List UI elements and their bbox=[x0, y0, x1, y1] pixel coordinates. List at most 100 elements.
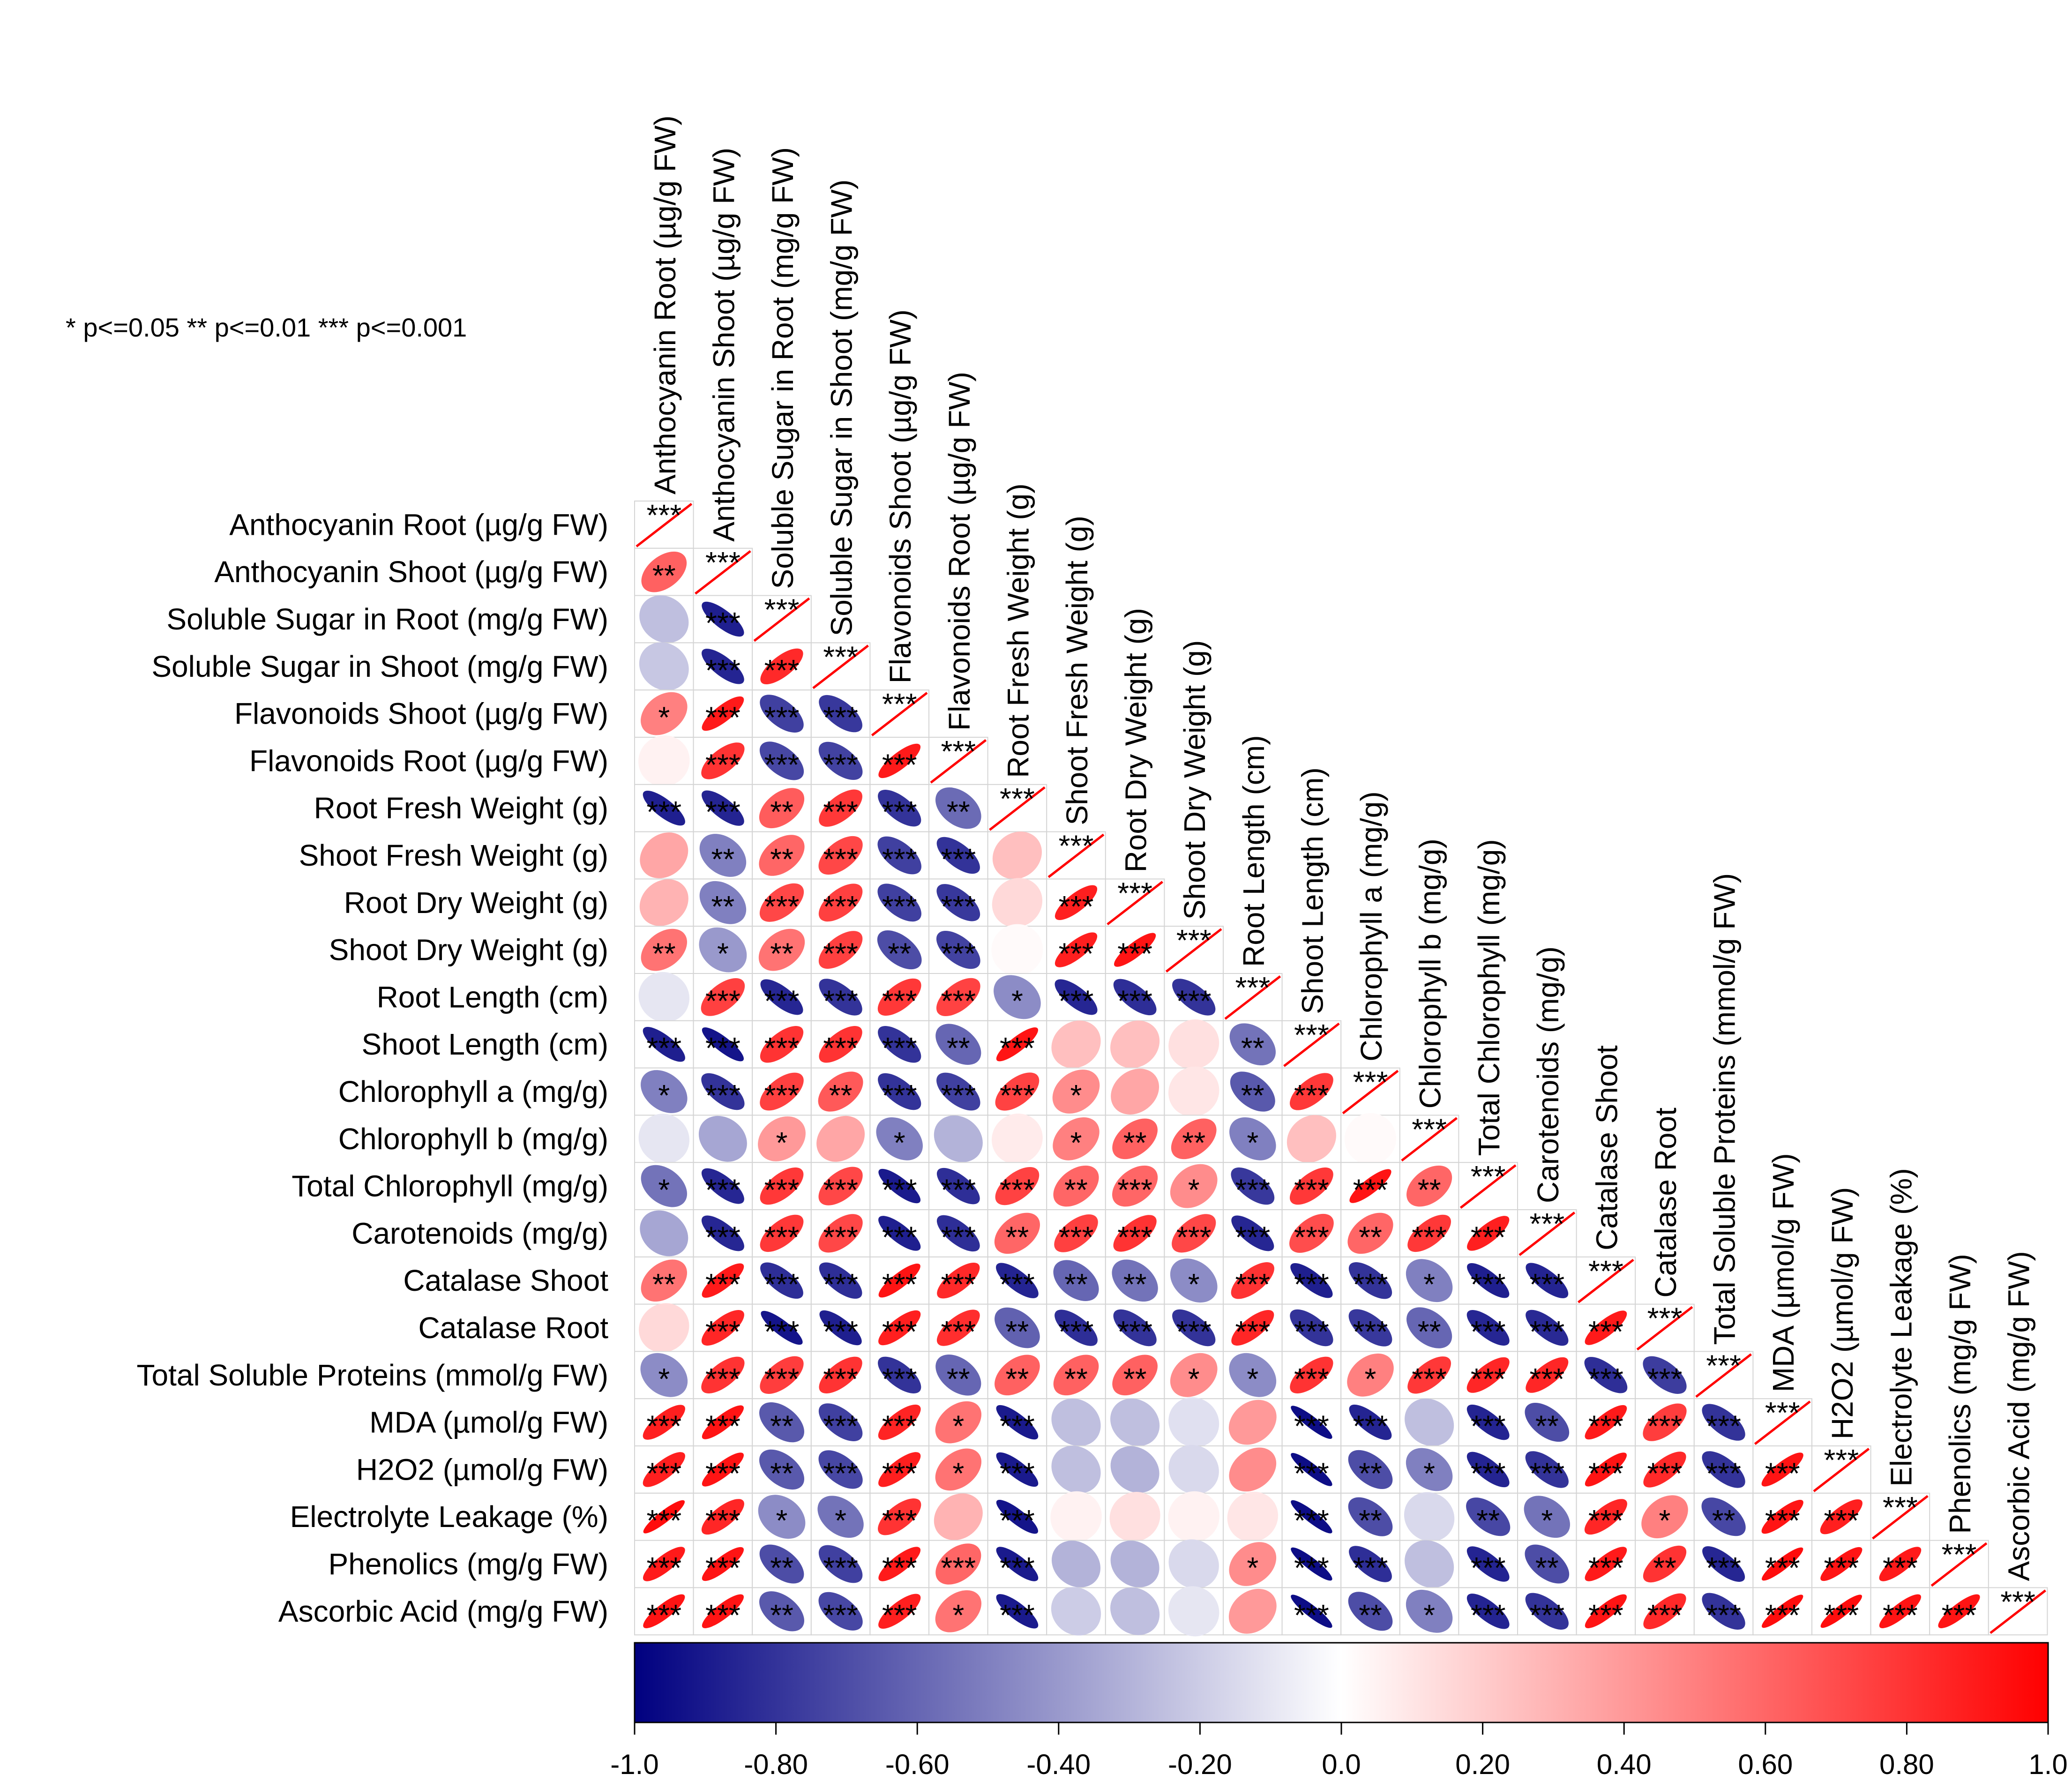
correlation-cell bbox=[1164, 1586, 1224, 1637]
diagonal-line bbox=[1224, 975, 1281, 1020]
correlation-cell: *** bbox=[1046, 878, 1106, 927]
significance-label: ** bbox=[1064, 1173, 1088, 1207]
significance-label: *** bbox=[1706, 1598, 1741, 1632]
correlation-ellipse bbox=[1643, 1356, 1687, 1394]
correlation-cell: *** bbox=[810, 878, 871, 927]
correlation-ellipse bbox=[1466, 1310, 1510, 1346]
correlation-ellipse bbox=[1113, 1215, 1157, 1252]
correlation-ellipse bbox=[1879, 1594, 1921, 1628]
significance-label: *** bbox=[646, 795, 681, 829]
correlation-ellipse bbox=[878, 1025, 921, 1063]
correlation-ellipse bbox=[935, 1401, 981, 1444]
significance-label: * bbox=[1365, 1362, 1376, 1396]
colorbar-tick-label: -0.60 bbox=[885, 1749, 950, 1780]
correlation-cell: * bbox=[1164, 1351, 1224, 1400]
significance-label: *** bbox=[1588, 1362, 1623, 1396]
correlation-ellipse bbox=[816, 1115, 865, 1162]
correlation-cell bbox=[634, 735, 694, 786]
correlation-cell: *** bbox=[693, 1020, 753, 1069]
correlation-cell: *** bbox=[810, 1445, 871, 1494]
correlation-ellipse bbox=[1938, 1594, 1980, 1628]
significance-label: *** bbox=[1588, 1409, 1623, 1443]
correlation-cell: *** bbox=[752, 1209, 812, 1258]
correlation-ellipse bbox=[1168, 1397, 1219, 1447]
correlation-cell: *** bbox=[1752, 1587, 1812, 1636]
correlation-ellipse bbox=[878, 1168, 921, 1204]
correlation-ellipse bbox=[760, 1072, 804, 1111]
correlation-cell: *** bbox=[1576, 1398, 1636, 1446]
correlation-cell: ** bbox=[752, 784, 812, 832]
correlation-ellipse bbox=[1290, 1263, 1333, 1298]
correlation-ellipse bbox=[936, 978, 980, 1017]
significance-label: *** bbox=[941, 734, 976, 768]
significance-label: *** bbox=[764, 1362, 800, 1396]
significance-label: *** bbox=[705, 1315, 741, 1348]
correlation-cell bbox=[1223, 1587, 1283, 1636]
colorbar bbox=[634, 1642, 2049, 1723]
diagonal-line bbox=[1872, 1495, 1929, 1540]
correlation-cell: * bbox=[1635, 1492, 1695, 1541]
correlation-ellipse bbox=[1526, 1310, 1569, 1346]
correlation-cell bbox=[1164, 1445, 1224, 1495]
correlation-cell: ** bbox=[1517, 1398, 1577, 1446]
colorbar-ticks: -1.0 -0.80 -0.60 -0.40 -0.20 0.0 0.20 0.40 0.60 0… bbox=[610, 1722, 2068, 1780]
significance-label: *** bbox=[1529, 1207, 1564, 1241]
significance-label: ** bbox=[1535, 1409, 1559, 1443]
correlation-ellipse bbox=[1112, 1165, 1158, 1207]
correlation-cell: *** bbox=[987, 1162, 1047, 1210]
significance-label: *** bbox=[1588, 1551, 1623, 1585]
row-label: Anthocyanin Shoot (µg/g FW) bbox=[214, 555, 608, 589]
column-label: Shoot Fresh Weight (g) bbox=[1060, 516, 1094, 825]
correlation-ellipse bbox=[1702, 1546, 1745, 1582]
correlation-cell: ** bbox=[1105, 1351, 1165, 1400]
correlation-ellipse bbox=[1231, 1215, 1274, 1251]
significance-label: *** bbox=[941, 1078, 976, 1112]
significance-label: *** bbox=[764, 701, 800, 734]
correlation-cell: *** bbox=[1281, 1209, 1342, 1258]
correlation-ellipse bbox=[1347, 1213, 1393, 1254]
correlation-ellipse bbox=[1053, 1355, 1099, 1396]
significance-label: ** bbox=[1359, 1456, 1382, 1490]
correlation-ellipse bbox=[819, 1310, 862, 1346]
correlation-cell: * bbox=[693, 926, 753, 974]
significance-label: ** bbox=[1123, 1362, 1147, 1396]
correlation-cell: * bbox=[1223, 1115, 1283, 1163]
significance-label: *** bbox=[705, 1456, 741, 1490]
correlation-cell bbox=[1046, 1020, 1106, 1069]
correlation-cell: *** bbox=[1635, 1398, 1695, 1446]
significance-label: *** bbox=[882, 687, 917, 721]
significance-label: *** bbox=[764, 984, 800, 1018]
correlation-ellipse bbox=[935, 1355, 981, 1396]
significance-label: *** bbox=[1059, 829, 1094, 863]
correlation-ellipse bbox=[1171, 1118, 1217, 1160]
significance-label: *** bbox=[1176, 984, 1212, 1018]
correlation-ellipse bbox=[1112, 1118, 1158, 1160]
correlation-ellipse bbox=[936, 884, 980, 921]
correlation-ellipse bbox=[1761, 1452, 1803, 1487]
significance-label: *** bbox=[646, 1551, 681, 1585]
row-label: MDA (µmol/g FW) bbox=[369, 1406, 608, 1439]
correlation-ellipse bbox=[639, 1303, 689, 1353]
correlation-ellipse bbox=[1290, 1167, 1333, 1205]
significance-label: *** bbox=[941, 1551, 976, 1585]
significance-label: ** bbox=[770, 1551, 793, 1585]
correlation-cell: ** bbox=[810, 1067, 871, 1116]
correlation-cell: *** bbox=[869, 878, 930, 927]
correlation-cell: *** bbox=[869, 1209, 930, 1258]
correlation-ellipse bbox=[702, 1452, 744, 1487]
correlation-ellipse bbox=[876, 1117, 923, 1160]
correlation-ellipse bbox=[759, 1591, 804, 1632]
correlation-ellipse bbox=[641, 692, 688, 735]
correlation-ellipse bbox=[936, 1310, 980, 1346]
significance-label: *** bbox=[823, 1456, 858, 1490]
correlation-cell: *** bbox=[810, 640, 871, 691]
significance-label: *** bbox=[1647, 1409, 1683, 1443]
significance-label: *** bbox=[882, 1220, 917, 1254]
significance-label: *** bbox=[1353, 1267, 1388, 1301]
significance-label: *** bbox=[705, 1504, 741, 1537]
significance-label: *** bbox=[1942, 1598, 1977, 1632]
diagonal-line bbox=[1695, 1353, 1752, 1398]
significance-label: *** bbox=[1294, 1551, 1329, 1585]
correlation-ellipse bbox=[759, 835, 805, 876]
correlation-cell: *** bbox=[1281, 1162, 1342, 1210]
